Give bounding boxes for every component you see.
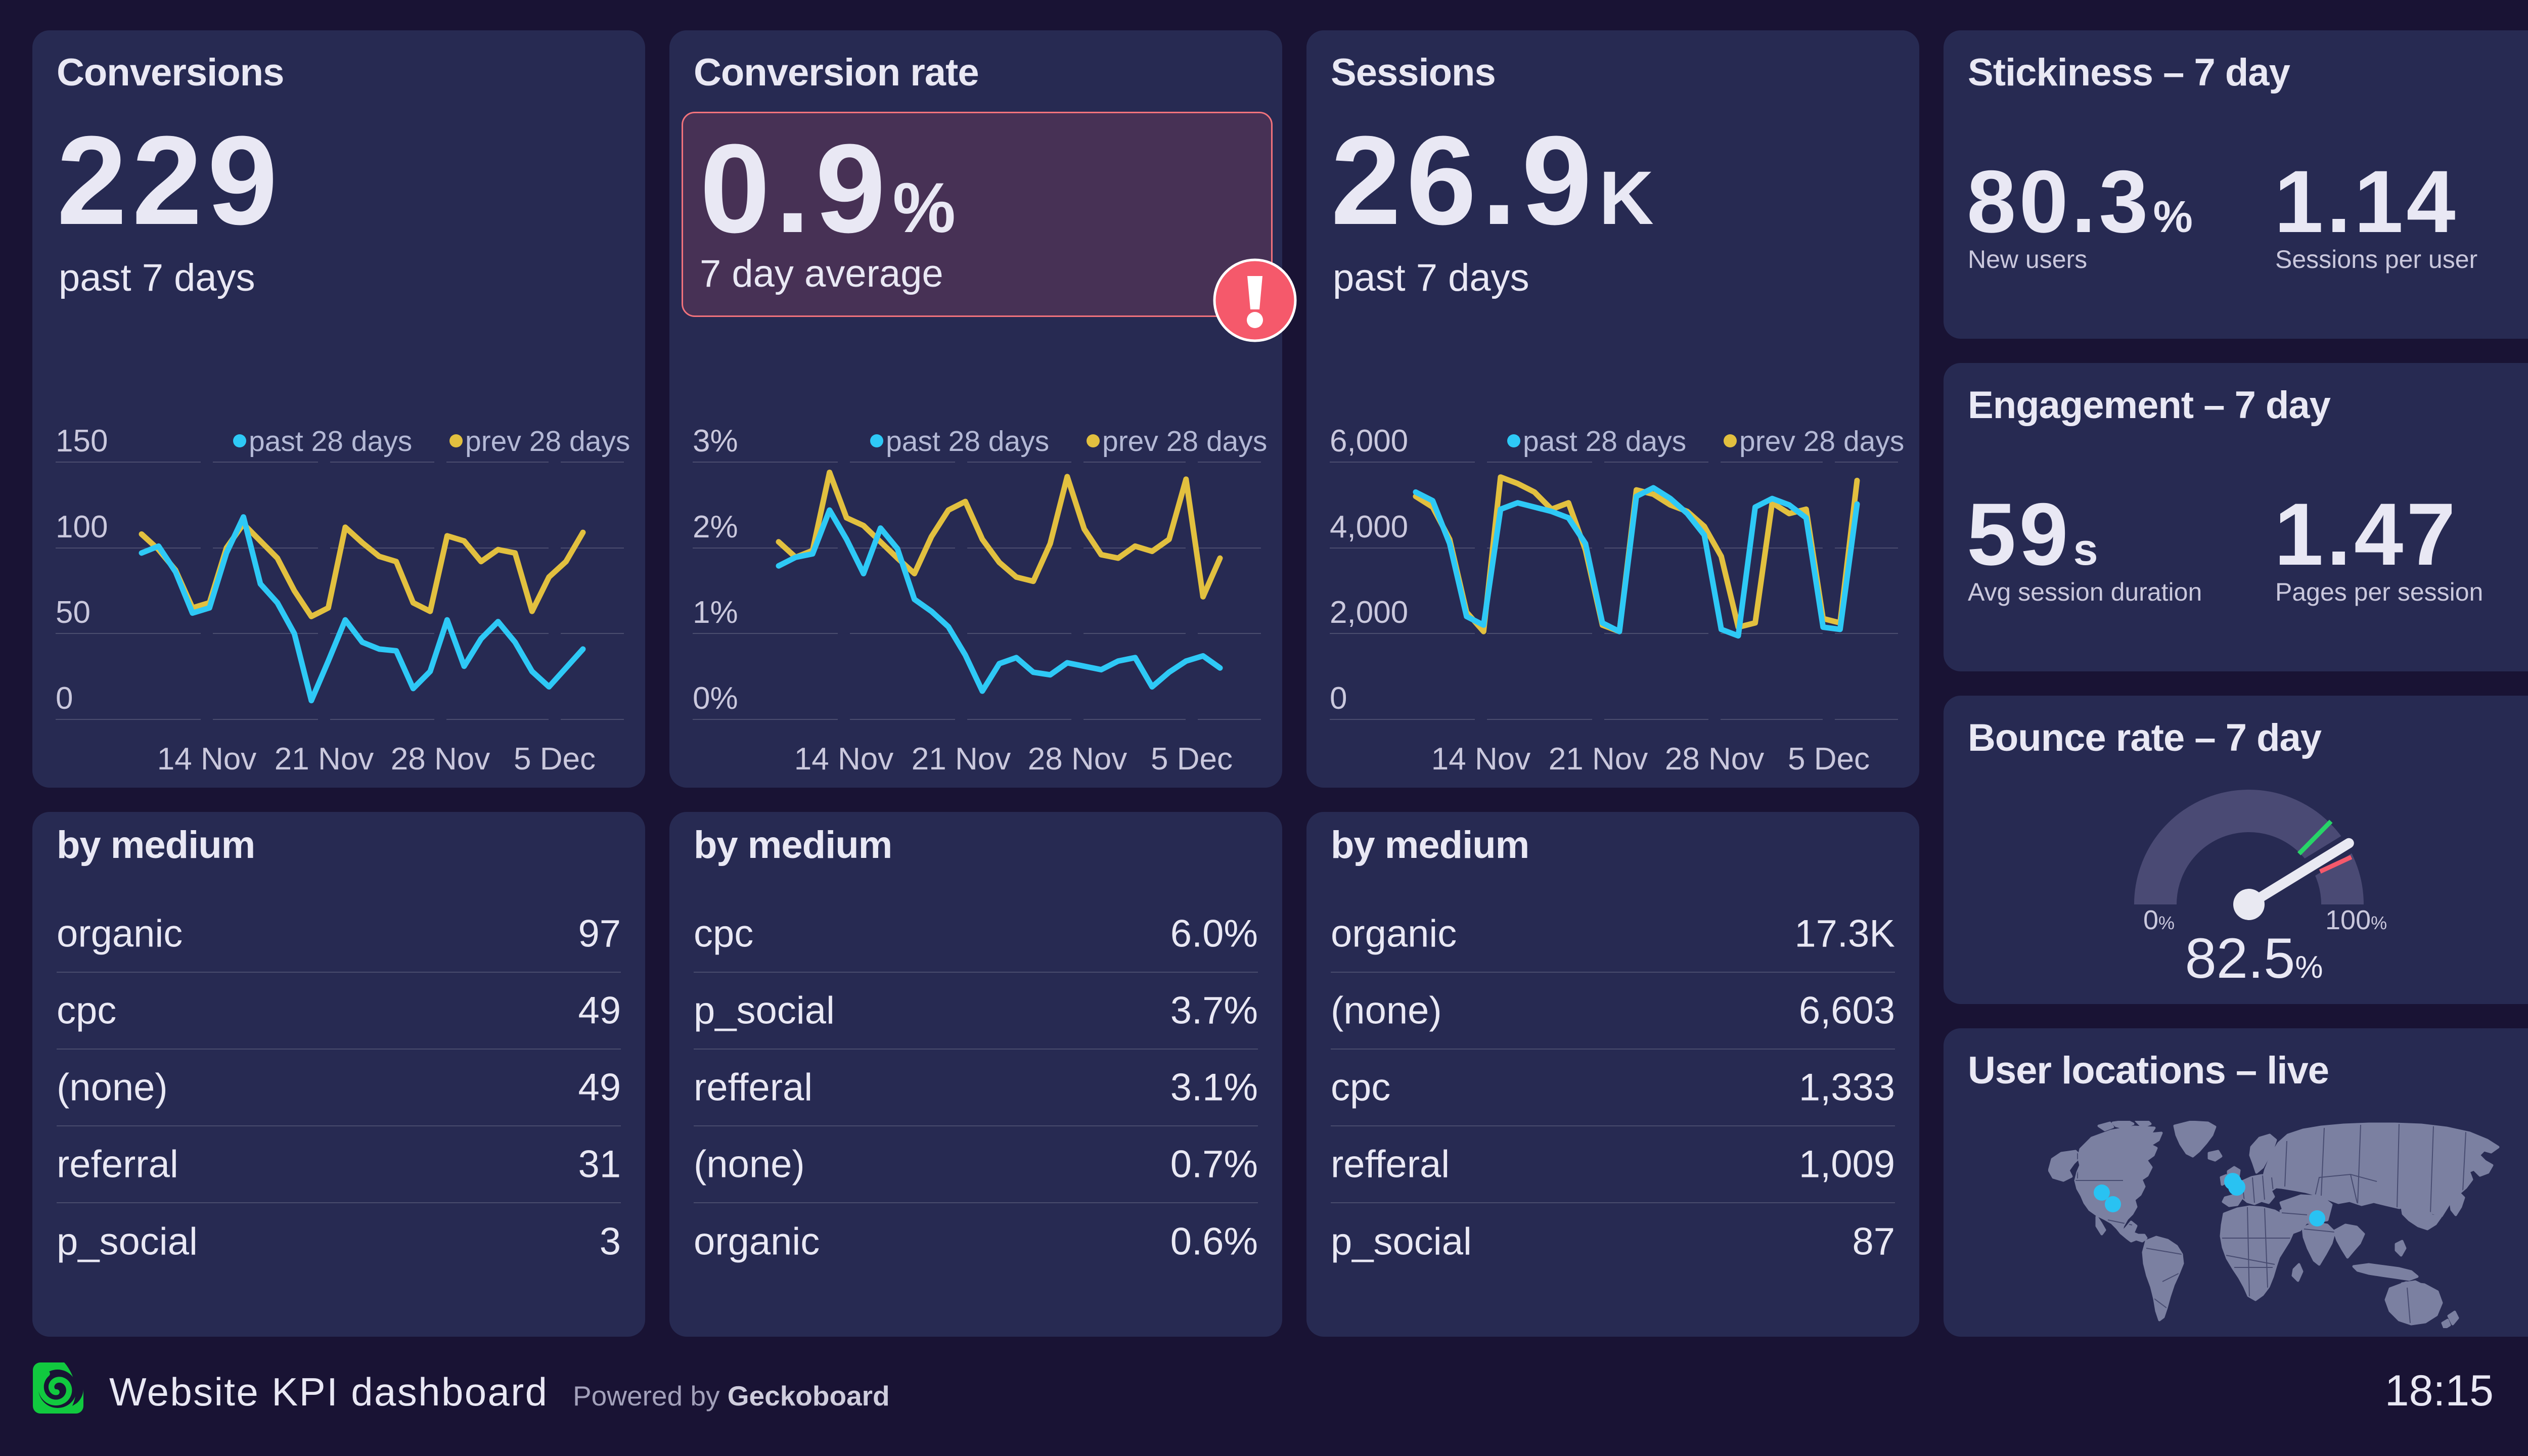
svg-text:28 Nov: 28 Nov [391,742,490,777]
svg-text:prev 28 days: prev 28 days [465,425,630,458]
svg-text:14 Nov: 14 Nov [1431,742,1530,777]
svg-text:14 Nov: 14 Nov [794,742,893,777]
svg-text:0: 0 [56,681,73,716]
svg-text:prev 28 days: prev 28 days [1739,425,1904,458]
svg-text:past 28 days: past 28 days [886,425,1049,458]
svg-text:28 Nov: 28 Nov [1665,742,1764,777]
svg-text:past 28 days: past 28 days [1523,425,1686,458]
svg-text:4,000: 4,000 [1330,510,1408,544]
svg-text:past 28 days: past 28 days [249,425,412,458]
svg-text:3%: 3% [693,424,738,459]
svg-text:21 Nov: 21 Nov [275,742,374,777]
svg-text:prev 28 days: prev 28 days [1102,425,1267,458]
svg-text:0: 0 [1330,681,1347,716]
svg-text:1%: 1% [693,595,738,630]
svg-text:2,000: 2,000 [1330,595,1408,630]
svg-text:150: 150 [56,424,108,459]
svg-text:82.5%: 82.5% [2185,927,2323,990]
svg-text:100%: 100% [2325,905,2387,935]
svg-text:28 Nov: 28 Nov [1028,742,1127,777]
svg-text:21 Nov: 21 Nov [912,742,1011,777]
svg-text:5 Dec: 5 Dec [1151,742,1233,777]
svg-text:6,000: 6,000 [1330,424,1408,459]
svg-text:5 Dec: 5 Dec [514,742,596,777]
svg-text:5 Dec: 5 Dec [1788,742,1870,777]
svg-text:50: 50 [56,595,91,630]
svg-text:2%: 2% [693,510,738,544]
svg-text:21 Nov: 21 Nov [1549,742,1648,777]
svg-text:100: 100 [56,510,108,544]
svg-text:0%: 0% [2143,905,2175,935]
svg-text:0%: 0% [693,681,738,716]
svg-text:14 Nov: 14 Nov [157,742,256,777]
